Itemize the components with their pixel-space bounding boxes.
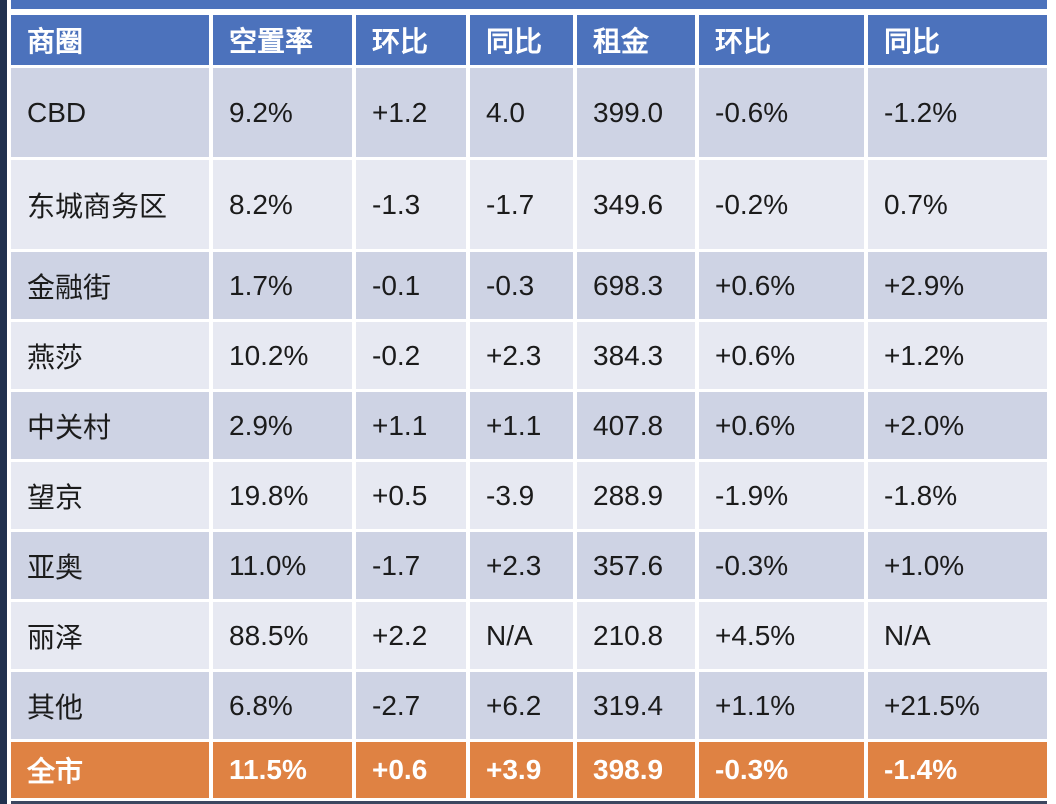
district-cell: 望京 [11,462,209,529]
vacancy-mom-cell: +2.2 [356,602,466,669]
table-row: 东城商务区 8.2% -1.3 -1.7 349.6 -0.2% 0.7% [11,160,1047,249]
vacancy-mom-cell: +0.6 [356,742,466,798]
vacancy-mom-cell: -1.7 [356,532,466,599]
rent-yoy-cell: N/A [868,602,1047,669]
rent-yoy-cell: +2.0% [868,392,1047,459]
district-cell: 金融街 [11,252,209,319]
vacancy-cell: 11.5% [213,742,352,798]
table-row: 丽泽 88.5% +2.2 N/A 210.8 +4.5% N/A [11,602,1047,669]
vacancy-yoy-cell: +2.3 [470,532,573,599]
rent-mom-cell: +0.6% [699,322,864,389]
vacancy-cell: 2.9% [213,392,352,459]
header-vacancy: 空置率 [213,15,352,65]
header-rent-yoy: 同比 [868,15,1047,65]
header-rent: 租金 [577,15,695,65]
vacancy-mom-cell: +1.2 [356,68,466,157]
district-cell: 亚奥 [11,532,209,599]
header-district: 商圈 [11,15,209,65]
vacancy-cell: 88.5% [213,602,352,669]
left-edge-strip [0,0,7,804]
header-rent-mom: 环比 [699,15,864,65]
vacancy-cell: 6.8% [213,672,352,739]
header-vacancy-mom: 环比 [356,15,466,65]
rent-yoy-cell: -1.4% [868,742,1047,798]
table-row: 亚奥 11.0% -1.7 +2.3 357.6 -0.3% +1.0% [11,532,1047,599]
vacancy-mom-cell: +0.5 [356,462,466,529]
table-row: 燕莎 10.2% -0.2 +2.3 384.3 +0.6% +1.2% [11,322,1047,389]
vacancy-mom-cell: +1.1 [356,392,466,459]
vacancy-yoy-cell: +1.1 [470,392,573,459]
vacancy-cell: 19.8% [213,462,352,529]
rent-cell: 384.3 [577,322,695,389]
vacancy-cell: 1.7% [213,252,352,319]
rent-cell: 698.3 [577,252,695,319]
vacancy-mom-cell: -1.3 [356,160,466,249]
table-row: CBD 9.2% +1.2 4.0 399.0 -0.6% -1.2% [11,68,1047,157]
district-cell: CBD [11,68,209,157]
rent-cell: 407.8 [577,392,695,459]
district-cell: 丽泽 [11,602,209,669]
table-row: 金融街 1.7% -0.1 -0.3 698.3 +0.6% +2.9% [11,252,1047,319]
table-content: 商圈 空置率 环比 同比 租金 环比 同比 CBD 9.2% +1.2 4.0 … [7,0,1051,804]
district-cell: 中关村 [11,392,209,459]
table-bottom-border [11,801,1047,804]
table-top-border [11,0,1047,9]
rent-mom-cell: -0.2% [699,160,864,249]
rent-yoy-cell: +21.5% [868,672,1047,739]
rent-yoy-cell: +1.0% [868,532,1047,599]
district-cell: 东城商务区 [11,160,209,249]
vacancy-rent-table: 商圈 空置率 环比 同比 租金 环比 同比 CBD 9.2% +1.2 4.0 … [7,12,1051,801]
rent-mom-cell: -0.3% [699,742,864,798]
vacancy-yoy-cell: -0.3 [470,252,573,319]
rent-cell: 399.0 [577,68,695,157]
vacancy-mom-cell: -0.2 [356,322,466,389]
rent-mom-cell: +0.6% [699,252,864,319]
vacancy-yoy-cell: +6.2 [470,672,573,739]
rent-cell: 288.9 [577,462,695,529]
vacancy-cell: 8.2% [213,160,352,249]
table-row: 望京 19.8% +0.5 -3.9 288.9 -1.9% -1.8% [11,462,1047,529]
rent-mom-cell: +0.6% [699,392,864,459]
vacancy-mom-cell: -2.7 [356,672,466,739]
header-row: 商圈 空置率 环比 同比 租金 环比 同比 [11,15,1047,65]
rent-cell: 357.6 [577,532,695,599]
rent-mom-cell: +1.1% [699,672,864,739]
rent-cell: 319.4 [577,672,695,739]
vacancy-cell: 10.2% [213,322,352,389]
vacancy-yoy-cell: -1.7 [470,160,573,249]
vacancy-yoy-cell: +3.9 [470,742,573,798]
vacancy-cell: 9.2% [213,68,352,157]
district-cell: 其他 [11,672,209,739]
vacancy-yoy-cell: +2.3 [470,322,573,389]
rent-cell: 398.9 [577,742,695,798]
rent-mom-cell: -0.6% [699,68,864,157]
district-cell: 燕莎 [11,322,209,389]
table-row: 中关村 2.9% +1.1 +1.1 407.8 +0.6% +2.0% [11,392,1047,459]
vacancy-yoy-cell: N/A [470,602,573,669]
total-row: 全市 11.5% +0.6 +3.9 398.9 -0.3% -1.4% [11,742,1047,798]
district-cell: 全市 [11,742,209,798]
table-row: 其他 6.8% -2.7 +6.2 319.4 +1.1% +21.5% [11,672,1047,739]
header-vacancy-yoy: 同比 [470,15,573,65]
rent-yoy-cell: 0.7% [868,160,1047,249]
rent-mom-cell: +4.5% [699,602,864,669]
vacancy-yoy-cell: 4.0 [470,68,573,157]
rent-yoy-cell: +1.2% [868,322,1047,389]
rent-yoy-cell: +2.9% [868,252,1047,319]
rent-mom-cell: -0.3% [699,532,864,599]
rent-cell: 349.6 [577,160,695,249]
rent-yoy-cell: -1.8% [868,462,1047,529]
rent-yoy-cell: -1.2% [868,68,1047,157]
vacancy-cell: 11.0% [213,532,352,599]
rent-cell: 210.8 [577,602,695,669]
vacancy-mom-cell: -0.1 [356,252,466,319]
rent-mom-cell: -1.9% [699,462,864,529]
vacancy-yoy-cell: -3.9 [470,462,573,529]
